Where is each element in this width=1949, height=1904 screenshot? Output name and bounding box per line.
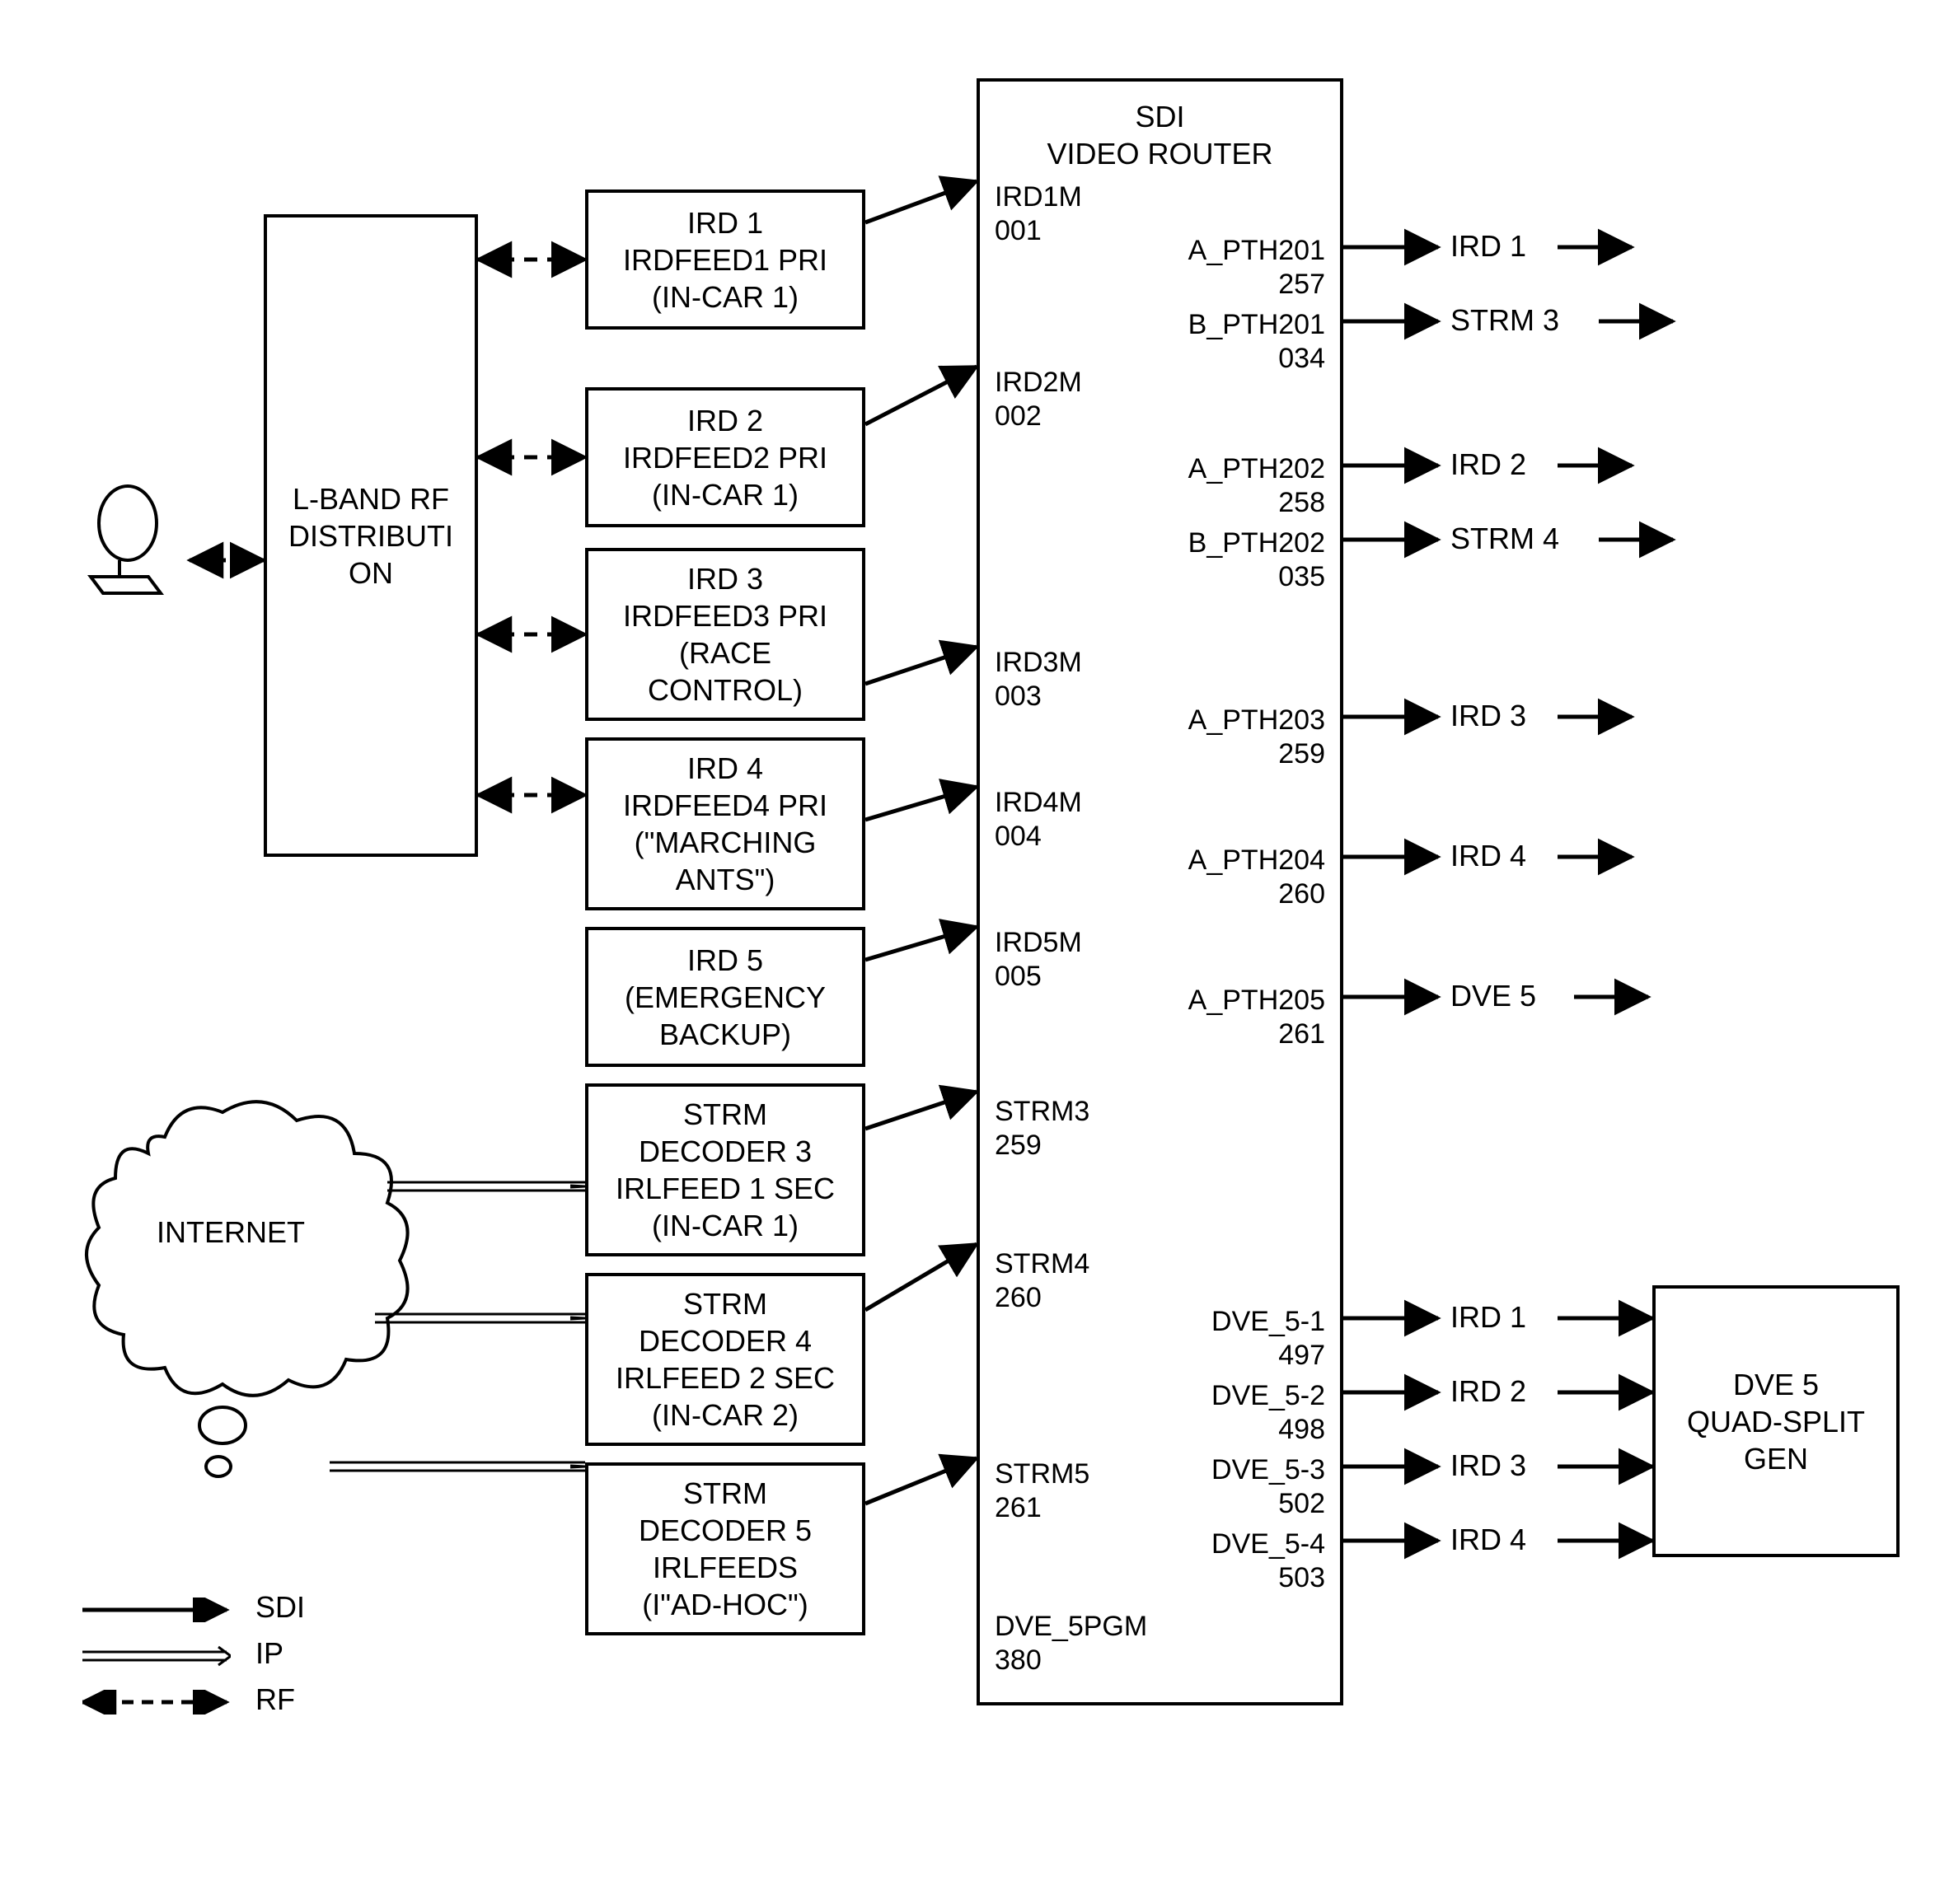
ird4-box: IRD 4 IRDFEED4 PRI ("MARCHING ANTS")	[585, 737, 865, 910]
port-apth205: A_PTH205 261	[1188, 984, 1325, 1051]
dve5-l1: DVE 5	[1733, 1366, 1819, 1403]
port-ird1m: IRD1M 001	[995, 180, 1082, 248]
strm3-l3: IRLFEED 1 SEC	[616, 1170, 835, 1207]
port-strm5: STRM5 261	[995, 1457, 1089, 1525]
ird5-l3: BACKUP)	[659, 1016, 791, 1053]
router-t2: VIDEO ROUTER	[1047, 137, 1272, 171]
port-dve54: DVE_5-4 503	[1211, 1527, 1325, 1595]
strm3-l4: (IN-CAR 1)	[652, 1207, 799, 1244]
router-title: SDI VIDEO ROUTER	[980, 98, 1340, 172]
port-bpth201: B_PTH201 034	[1188, 308, 1325, 376]
strm4-l1: STRM	[683, 1285, 767, 1322]
ird4-l3: ("MARCHING	[635, 824, 817, 861]
ird2-l3: (IN-CAR 1)	[652, 476, 799, 513]
legend-rf: RF	[82, 1682, 305, 1717]
ird4-l2: IRDFEED4 PRI	[623, 787, 827, 824]
port-dve5pgm: DVE_5PGM 380	[995, 1610, 1147, 1677]
legend-sdi: SDI	[82, 1590, 305, 1625]
legend-ip: IP	[82, 1636, 305, 1671]
out-ird3: IRD 3	[1450, 699, 1526, 733]
sdi-router-box: SDI VIDEO ROUTER IRD1M 001 IRD2M 002 IRD…	[977, 78, 1343, 1705]
lband-l1: L-BAND RF	[293, 480, 449, 517]
legend-ip-label: IP	[255, 1636, 283, 1671]
strm5-box: STRM DECODER 5 IRLFEEDS (I"AD-HOC")	[585, 1462, 865, 1635]
strm4-l2: DECODER 4	[639, 1322, 812, 1359]
ird3-l1: IRD 3	[687, 560, 763, 597]
port-apth201: A_PTH201 257	[1188, 234, 1325, 302]
strm4-box: STRM DECODER 4 IRLFEED 2 SEC (IN-CAR 2)	[585, 1273, 865, 1446]
port-apth204: A_PTH204 260	[1188, 844, 1325, 911]
port-ird3m: IRD3M 003	[995, 646, 1082, 713]
ird5-l2: (EMERGENCY	[625, 979, 826, 1016]
satellite-icon	[66, 478, 206, 618]
out-strm3: STRM 3	[1450, 303, 1559, 338]
ird2-l2: IRDFEED2 PRI	[623, 439, 827, 476]
ird4-l4: ANTS")	[676, 861, 775, 898]
ird5-box: IRD 5 (EMERGENCY BACKUP)	[585, 927, 865, 1067]
ird3-box: IRD 3 IRDFEED3 PRI (RACE CONTROL)	[585, 548, 865, 721]
dve5-l3: GEN	[1744, 1440, 1808, 1477]
ird3-l2: IRDFEED3 PRI	[623, 597, 827, 634]
port-ird2m: IRD2M 002	[995, 366, 1082, 433]
strm5-l3: IRLFEEDS	[653, 1549, 798, 1586]
ird1-l2: IRDFEED1 PRI	[623, 241, 827, 278]
legend: SDI IP RF	[82, 1590, 305, 1729]
dve5-l2: QUAD-SPLIT	[1687, 1403, 1865, 1440]
ird2-box: IRD 2 IRDFEED2 PRI (IN-CAR 1)	[585, 387, 865, 527]
strm3-l1: STRM	[683, 1096, 767, 1133]
strm4-l3: IRLFEED 2 SEC	[616, 1359, 835, 1396]
lband-box: L-BAND RF DISTRIBUTI ON	[264, 214, 478, 857]
ird1-l3: (IN-CAR 1)	[652, 278, 799, 316]
lband-l2: DISTRIBUTI	[288, 517, 453, 554]
out-ird2: IRD 2	[1450, 447, 1526, 482]
lband-l3: ON	[349, 554, 393, 592]
strm3-l2: DECODER 3	[639, 1133, 812, 1170]
legend-sdi-label: SDI	[255, 1590, 305, 1625]
out-dve-ird4: IRD 4	[1450, 1523, 1526, 1557]
out-dve-ird1: IRD 1	[1450, 1300, 1526, 1335]
ird1-box: IRD 1 IRDFEED1 PRI (IN-CAR 1)	[585, 189, 865, 330]
ird3-l3: (RACE	[679, 634, 771, 671]
router-t1: SDI	[1135, 100, 1184, 133]
port-bpth202: B_PTH202 035	[1188, 526, 1325, 594]
port-ird5m: IRD5M 005	[995, 926, 1082, 994]
port-dve52: DVE_5-2 498	[1211, 1379, 1325, 1447]
strm5-l4: (I"AD-HOC")	[642, 1586, 808, 1623]
out-dve-ird2: IRD 2	[1450, 1374, 1526, 1409]
port-apth202: A_PTH202 258	[1188, 452, 1325, 520]
internet-label: INTERNET	[157, 1215, 305, 1250]
port-strm4: STRM4 260	[995, 1247, 1089, 1315]
strm5-l2: DECODER 5	[639, 1512, 812, 1549]
port-apth203: A_PTH203 259	[1188, 704, 1325, 771]
strm4-l4: (IN-CAR 2)	[652, 1396, 799, 1434]
ird1-l1: IRD 1	[687, 204, 763, 241]
out-ird4: IRD 4	[1450, 839, 1526, 873]
ird2-l1: IRD 2	[687, 402, 763, 439]
port-ird4m: IRD4M 004	[995, 786, 1082, 854]
strm5-l1: STRM	[683, 1475, 767, 1512]
port-dve53: DVE_5-3 502	[1211, 1453, 1325, 1521]
strm3-box: STRM DECODER 3 IRLFEED 1 SEC (IN-CAR 1)	[585, 1083, 865, 1256]
ird3-l4: CONTROL)	[648, 671, 803, 709]
ird4-l1: IRD 4	[687, 750, 763, 787]
out-dve5: DVE 5	[1450, 979, 1536, 1013]
out-strm4: STRM 4	[1450, 522, 1559, 556]
port-dve51: DVE_5-1 497	[1211, 1305, 1325, 1373]
ird5-l1: IRD 5	[687, 942, 763, 979]
dve5-box: DVE 5 QUAD-SPLIT GEN	[1652, 1285, 1900, 1557]
out-ird1: IRD 1	[1450, 229, 1526, 264]
out-dve-ird3: IRD 3	[1450, 1448, 1526, 1483]
port-strm3: STRM3 259	[995, 1095, 1089, 1163]
legend-rf-label: RF	[255, 1682, 295, 1717]
